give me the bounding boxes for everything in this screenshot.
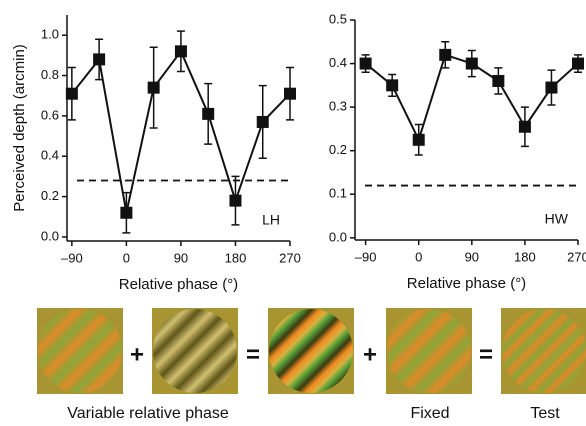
x-tick-label: 0 [123, 250, 130, 265]
stimulus-images [37, 308, 586, 394]
caption: Test [530, 405, 560, 422]
y-tick-label: 1.0 [41, 27, 59, 42]
marker [256, 115, 269, 128]
caption: Fixed [410, 405, 449, 422]
y-axis-label: Perceived depth (arcmin) [11, 44, 28, 212]
x-axis-label: Relative phase (°) [119, 276, 238, 293]
operator: = [479, 341, 493, 368]
stimulus [387, 309, 471, 393]
annotation: HW [545, 211, 569, 227]
stimulus [502, 309, 586, 393]
marker [359, 57, 372, 70]
operator: = [246, 341, 260, 368]
x-tick-label: 270 [567, 249, 586, 264]
y-tick-label: 0.6 [41, 107, 59, 122]
x-tick-label: 270 [279, 250, 301, 265]
annotation: LH [262, 212, 280, 228]
y-tick-label: 0.0 [41, 228, 59, 243]
stimulus [153, 309, 237, 393]
caption: Variable relative phase [67, 405, 229, 422]
marker [229, 194, 242, 207]
marker [93, 53, 106, 66]
marker [147, 81, 160, 94]
marker [120, 206, 133, 219]
x-axis-label: Relative phase (°) [407, 275, 526, 292]
operator: + [363, 341, 377, 368]
y-tick-label: 0.8 [41, 67, 59, 82]
data-line [71, 49, 291, 213]
marker [412, 133, 425, 146]
marker [174, 45, 187, 58]
marker [284, 87, 296, 100]
y-tick-label: 0.2 [41, 188, 59, 203]
marker [545, 81, 558, 94]
marker [386, 79, 399, 92]
x-tick-label: 90 [465, 249, 479, 264]
x-tick-label: 180 [225, 250, 247, 265]
y-tick-label: 0.2 [329, 142, 347, 157]
y-tick-label: 0.5 [329, 11, 347, 26]
stimulus [38, 309, 122, 393]
y-tick-label: 0.4 [329, 55, 347, 70]
x-tick-label: 180 [514, 249, 536, 264]
x-tick-label: –90 [61, 250, 83, 265]
y-tick-label: 0.4 [41, 148, 59, 163]
marker [492, 74, 505, 87]
x-tick-label: 90 [174, 250, 188, 265]
marker [465, 57, 478, 70]
x-tick-label: 0 [415, 249, 422, 264]
x-tick-label: –90 [355, 249, 377, 264]
marker [202, 107, 215, 120]
operator: + [130, 341, 144, 368]
y-tick-label: 0.0 [329, 229, 347, 244]
y-tick-label: 0.3 [329, 99, 347, 114]
marker [439, 48, 452, 61]
marker [65, 87, 78, 100]
stimulus [269, 309, 353, 393]
marker [518, 120, 531, 133]
y-tick-label: 0.1 [329, 186, 347, 201]
marker [572, 57, 584, 70]
